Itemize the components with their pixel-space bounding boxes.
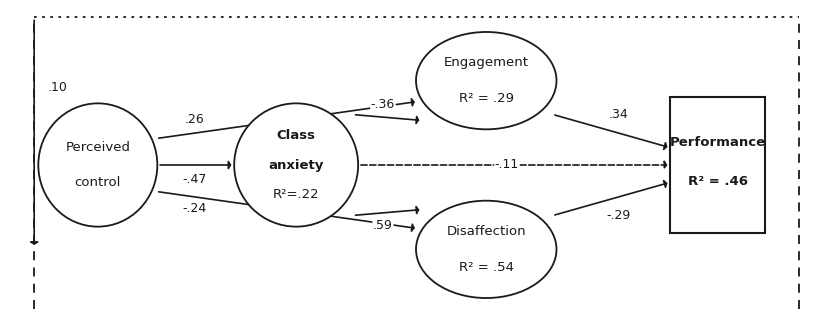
Text: .10: .10 <box>47 81 67 94</box>
Ellipse shape <box>38 103 157 227</box>
Text: control: control <box>75 176 121 189</box>
Text: R² = .46: R² = .46 <box>688 175 748 188</box>
Ellipse shape <box>416 201 557 298</box>
Text: Performance: Performance <box>670 136 765 149</box>
Text: -.24: -.24 <box>182 202 206 215</box>
Text: -.11: -.11 <box>495 158 519 172</box>
Text: R² = .29: R² = .29 <box>458 92 513 105</box>
Ellipse shape <box>416 32 557 129</box>
Text: Engagement: Engagement <box>443 56 529 69</box>
Text: .26: .26 <box>185 113 205 126</box>
Text: Class: Class <box>277 129 315 142</box>
Text: R² = .54: R² = .54 <box>458 261 513 274</box>
Text: anxiety: anxiety <box>269 158 324 172</box>
Text: Disaffection: Disaffection <box>447 225 526 238</box>
Ellipse shape <box>234 103 358 227</box>
Text: .59: .59 <box>373 218 393 232</box>
Text: .34: .34 <box>608 108 628 121</box>
Text: -.47: -.47 <box>182 173 206 186</box>
FancyBboxPatch shape <box>670 97 765 233</box>
Text: Perceived: Perceived <box>66 141 131 154</box>
Text: -.29: -.29 <box>607 209 631 222</box>
Text: R²=.22: R²=.22 <box>273 188 319 201</box>
Text: -.36: -.36 <box>371 98 395 112</box>
